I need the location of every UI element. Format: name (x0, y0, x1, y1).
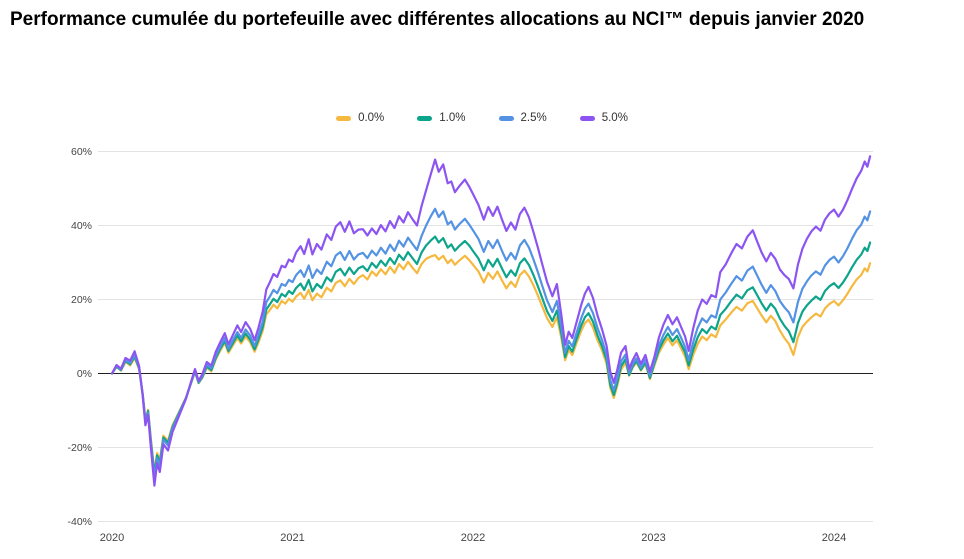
legend-item-5-0-pct[interactable]: 5.0% (579, 112, 628, 124)
legend-label: 0.0% (358, 112, 385, 124)
series-line-0.0% (110, 254, 872, 473)
legend-label: 5.0% (601, 112, 628, 124)
legend-item-1-0-pct[interactable]: 1.0% (417, 112, 466, 124)
x-tick-label: 2021 (280, 532, 304, 544)
y-tick-label: 60% (71, 146, 92, 158)
y-tick-label: 40% (71, 220, 92, 232)
legend-label: 1.0% (439, 112, 466, 124)
series-line-5.0% (110, 155, 872, 487)
legend-swatch-icon (579, 115, 595, 121)
y-tick-label: 20% (71, 294, 92, 306)
legend-item-0-0-pct[interactable]: 0.0% (336, 112, 384, 124)
series-line-2.5% (110, 207, 872, 480)
y-tick-label: -40% (67, 516, 92, 528)
legend-swatch-icon (417, 115, 433, 121)
y-tick-label: 0% (77, 368, 92, 380)
x-tick-label: 2023 (641, 532, 665, 544)
legend-item-2-5-pct[interactable]: 2.5% (498, 112, 547, 124)
page-title: Performance cumulée du portefeuille avec… (10, 9, 865, 30)
legend: 0.0% 1.0% 2.5% 5.0% (0, 112, 964, 124)
legend-swatch-icon (336, 115, 352, 121)
x-tick-label: 2024 (822, 532, 846, 544)
legend-label: 2.5% (520, 112, 547, 124)
x-tick-label: 2022 (461, 532, 485, 544)
y-tick-label: -20% (67, 442, 92, 454)
series-line-1.0% (110, 235, 872, 476)
x-tick-label: 2020 (100, 532, 124, 544)
legend-swatch-icon (498, 115, 514, 121)
